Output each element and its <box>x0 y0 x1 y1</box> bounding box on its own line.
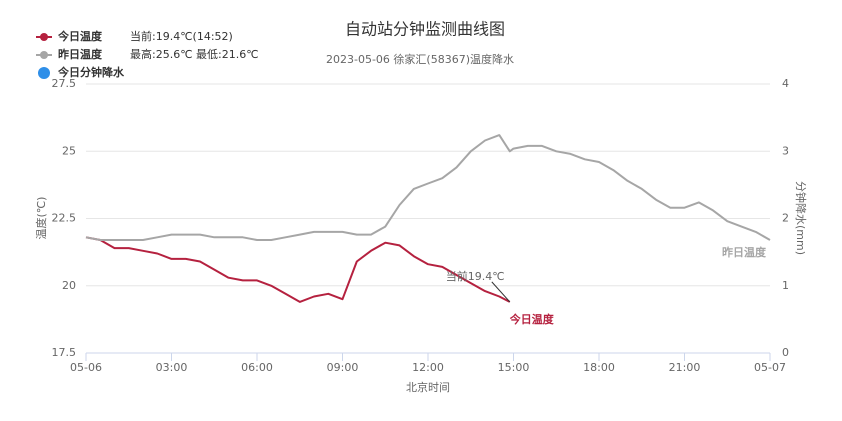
y2-tick-label: 0 <box>782 346 789 359</box>
legend-swatch <box>38 67 50 79</box>
y2-tick-label: 4 <box>782 77 789 90</box>
annotation: 当前19.4℃ <box>446 269 505 283</box>
x-tick-label: 05-07 <box>754 361 786 374</box>
y2-axis-label: 分钟降水(mm) <box>794 181 808 255</box>
y-tick-label: 20 <box>62 279 76 292</box>
chart-title: 自动站分钟监测曲线图 <box>345 20 505 39</box>
x-axis-label: 北京时间 <box>406 380 450 394</box>
legend-swatch <box>40 51 48 59</box>
legend-label: 今日分钟降水 <box>57 65 125 79</box>
x-tick-label: 03:00 <box>156 361 188 374</box>
legend-label: 今日温度 <box>57 29 103 43</box>
series-line <box>85 134 771 241</box>
legend-label: 昨日温度 <box>58 47 103 61</box>
legend-swatch <box>40 33 48 41</box>
y-axis-label: 温度(℃) <box>34 197 48 240</box>
y2-tick-label: 1 <box>782 279 789 292</box>
annotation: 昨日温度 <box>722 245 767 259</box>
y-tick-label: 22.5 <box>52 212 77 225</box>
x-tick-label: 21:00 <box>669 361 701 374</box>
y-tick-label: 25 <box>62 144 76 157</box>
y2-tick-label: 3 <box>782 144 789 157</box>
y2-tick-label: 2 <box>782 212 789 225</box>
annotation: 今日温度 <box>509 312 555 326</box>
x-tick-label: 15:00 <box>498 361 530 374</box>
legend-note: 最高:25.6℃ 最低:21.6℃ <box>130 47 259 61</box>
legend-note: 当前:19.4℃(14:52) <box>130 29 233 43</box>
chart-subtitle: 2023-05-06 徐家汇(58367)温度降水 <box>326 52 514 66</box>
annotation-pointer <box>491 281 511 303</box>
x-tick-label: 09:00 <box>327 361 359 374</box>
x-tick-label: 06:00 <box>241 361 273 374</box>
x-tick-label: 18:00 <box>583 361 615 374</box>
series-line <box>85 236 511 303</box>
x-tick-label: 05-06 <box>70 361 102 374</box>
y-tick-label: 27.5 <box>52 77 77 90</box>
x-tick-label: 12:00 <box>412 361 444 374</box>
y-tick-label: 17.5 <box>52 346 77 359</box>
